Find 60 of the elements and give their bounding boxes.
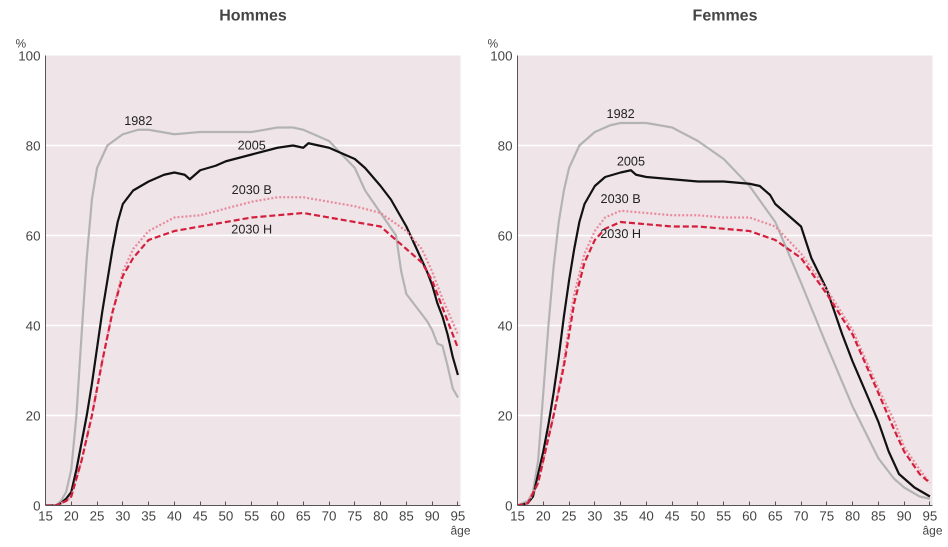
y-tick-label: 100 [18,48,41,64]
series-label: 1982 [124,114,152,128]
x-tick-label: 60 [270,508,285,524]
y-tick-label: 20 [26,408,41,424]
y-tick-label: 40 [26,318,41,334]
y-axis-title: % [16,36,26,50]
x-tick-label: 90 [896,508,912,524]
series-label: 1982 [606,107,635,121]
x-tick-label: 45 [192,508,208,524]
x-tick-label: 75 [347,508,362,524]
x-tick-label: 35 [141,508,156,524]
series-label: 2030 H [600,227,642,241]
x-tick-label: 65 [768,508,783,524]
y-tick-label: 60 [26,228,41,244]
x-tick-label: 85 [870,508,886,524]
x-tick-label: 40 [166,508,182,524]
y-tick-label: 0 [505,498,513,514]
x-tick-label: 35 [613,508,628,524]
chart-title: Hommes [219,8,287,24]
x-tick-label: 30 [587,508,602,524]
x-tick-label: 50 [218,508,234,524]
x-tick-label: 45 [664,508,680,524]
y-axis-title: % [488,36,498,50]
series-label: 2030 B [600,192,641,206]
x-tick-label: 25 [90,508,104,524]
chart-title: Femmes [692,8,758,24]
series-label: 2005 [616,154,645,168]
x-tick-label: 50 [690,508,706,524]
y-tick-label: 80 [26,138,41,154]
series-label: 2030 H [231,222,272,236]
x-tick-label: 90 [424,508,440,524]
x-tick-label: 55 [244,508,260,524]
x-tick-label: 20 [536,508,551,524]
x-axis-title: âge [450,524,471,538]
x-tick-label: 40 [638,508,654,524]
y-tick-label: 100 [490,48,513,64]
x-tick-label: 80 [845,508,860,524]
x-tick-label: 95 [450,508,466,524]
y-tick-label: 80 [498,138,513,154]
x-tick-label: 20 [64,508,79,524]
x-tick-label: 65 [296,508,311,524]
x-tick-label: 70 [322,508,336,524]
x-tick-label: 80 [373,508,388,524]
x-tick-label: 55 [716,508,732,524]
y-tick-label: 40 [498,318,513,334]
y-tick-label: 20 [498,408,513,424]
x-tick-label: 15 [510,508,525,524]
x-axis-title: âge [922,524,943,538]
x-tick-label: 25 [562,508,576,524]
x-tick-label: 60 [742,508,757,524]
x-tick-label: 85 [398,508,414,524]
x-tick-label: 95 [922,508,938,524]
series-label: 2005 [238,138,266,152]
y-tick-label: 0 [33,498,41,514]
series-label: 2030 B [232,182,272,197]
x-tick-label: 75 [819,508,834,524]
x-tick-label: 70 [794,508,808,524]
x-tick-label: 15 [38,508,53,524]
x-tick-label: 30 [115,508,130,524]
y-tick-label: 60 [498,228,513,244]
